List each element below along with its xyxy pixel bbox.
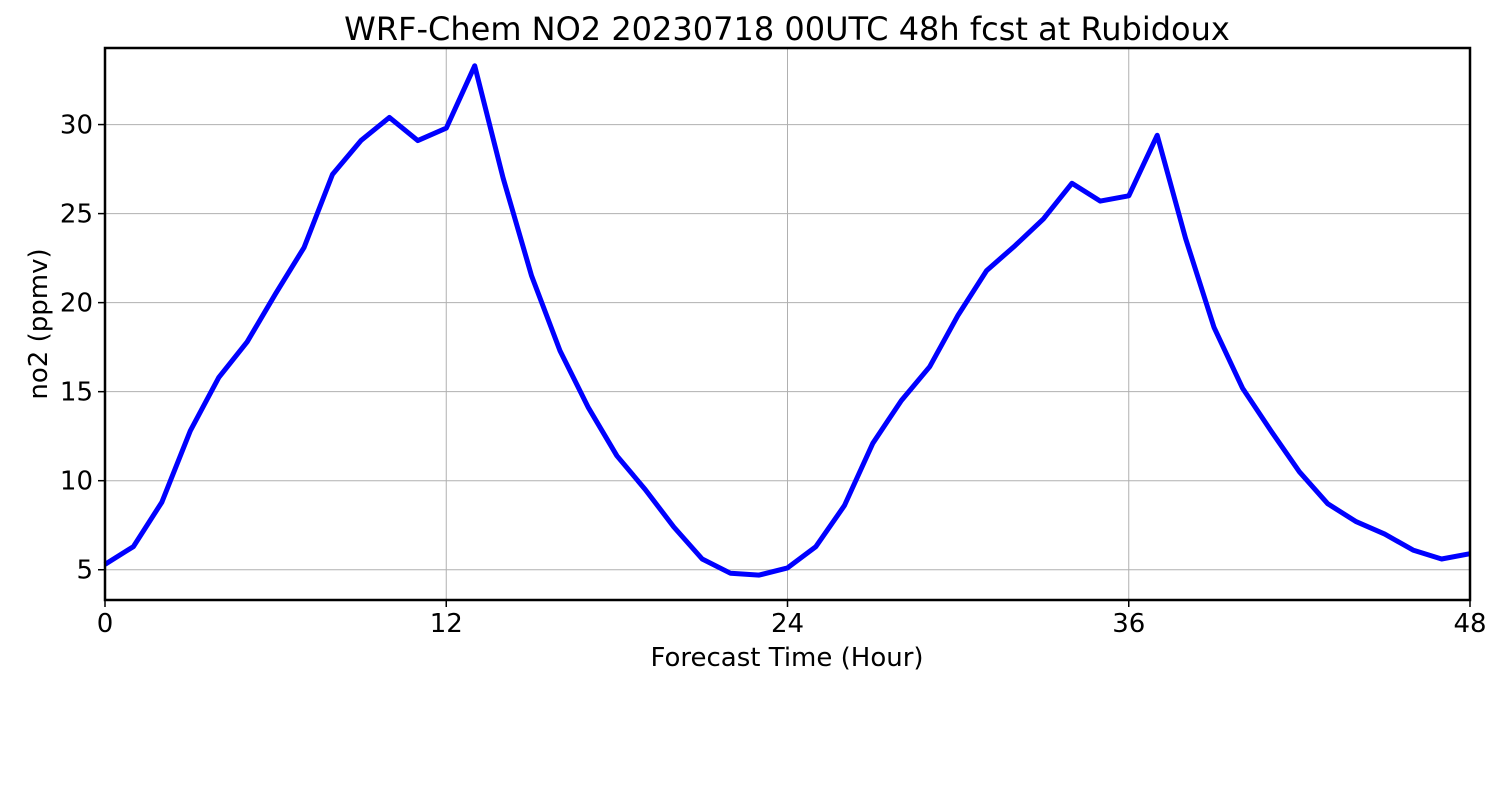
y-tick-label: 15 [60, 378, 93, 408]
x-tick-label: 0 [97, 609, 114, 639]
y-tick-label: 20 [60, 289, 93, 319]
x-tick-label: 48 [1453, 609, 1486, 639]
y-axis-label: no2 (ppmv) [24, 248, 54, 399]
y-tick-label: 5 [76, 556, 93, 586]
chart-title: WRF-Chem NO2 20230718 00UTC 48h fcst at … [344, 10, 1230, 48]
y-tick-label: 25 [60, 200, 93, 230]
x-tick-label: 24 [771, 609, 804, 639]
axis-ticks: 0 12 24 36 48 5 10 15 20 25 30 [60, 111, 1487, 639]
x-tick-label: 36 [1112, 609, 1145, 639]
x-axis-label: Forecast Time (Hour) [650, 643, 923, 673]
y-tick-label: 10 [60, 467, 93, 497]
x-tick-label: 12 [430, 609, 463, 639]
y-tick-label: 30 [60, 111, 93, 141]
